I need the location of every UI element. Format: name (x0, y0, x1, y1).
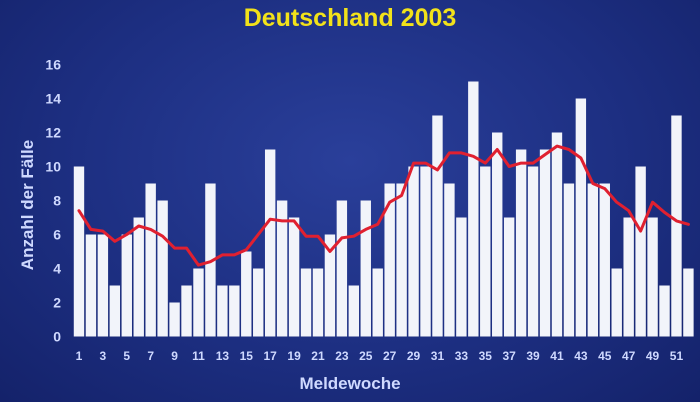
x-tick-label: 3 (100, 349, 107, 363)
bar-week-41 (551, 132, 563, 337)
x-tick-label: 37 (503, 349, 517, 363)
bar-week-9 (169, 302, 180, 337)
x-tick-label: 5 (123, 349, 130, 363)
bar-week-48 (635, 166, 646, 337)
bar-week-25 (360, 200, 371, 337)
bar-week-40 (539, 149, 551, 337)
bar-week-7 (145, 183, 156, 337)
bar-week-42 (563, 183, 575, 337)
x-tick-label: 29 (407, 349, 421, 363)
bar-week-14 (229, 285, 240, 337)
bar-week-43 (575, 98, 587, 337)
bar-week-33 (456, 217, 467, 337)
y-tick-label: 8 (53, 193, 61, 209)
x-tick-label: 41 (550, 349, 564, 363)
x-tick-label: 25 (359, 349, 373, 363)
x-tick-label: 21 (311, 349, 325, 363)
bar-week-6 (133, 217, 144, 337)
x-tick-label: 13 (216, 349, 230, 363)
x-tick-label: 17 (264, 349, 278, 363)
bar-week-10 (181, 285, 192, 337)
y-axis-ticks: 0 2 4 6 8 10 12 14 16 (45, 57, 61, 345)
bar-week-52 (683, 268, 694, 337)
bar-week-46 (611, 268, 622, 337)
y-tick-label: 6 (53, 227, 61, 243)
bar-week-17 (264, 149, 276, 337)
x-tick-label: 47 (622, 349, 636, 363)
bar-week-38 (515, 149, 527, 337)
bar-week-30 (420, 166, 431, 337)
bar-week-32 (444, 183, 455, 337)
y-tick-label: 0 (53, 329, 61, 345)
x-tick-label: 23 (335, 349, 349, 363)
x-tick-label: 35 (479, 349, 493, 363)
x-tick-label: 9 (171, 349, 178, 363)
bar-week-26 (372, 268, 383, 337)
bar-week-51 (671, 115, 682, 337)
bar-week-11 (193, 268, 204, 337)
x-tick-label: 49 (646, 349, 660, 363)
bar-week-21 (312, 268, 324, 337)
trend-line (77, 144, 690, 267)
bar-week-31 (432, 115, 443, 337)
bar-week-13 (217, 285, 228, 337)
x-tick-label: 11 (192, 349, 205, 363)
bar-week-44 (587, 183, 599, 337)
x-tick-label: 43 (574, 349, 588, 363)
bar-week-35 (480, 166, 491, 337)
bar-week-47 (623, 217, 634, 337)
bar-week-49 (647, 217, 658, 337)
bar-week-22 (324, 234, 336, 337)
bar-week-18 (276, 200, 288, 337)
x-tick-label: 7 (147, 349, 154, 363)
x-tick-label: 39 (526, 349, 540, 363)
bar-week-36 (492, 132, 503, 337)
bar-week-5 (121, 234, 132, 337)
y-tick-label: 4 (53, 261, 61, 277)
x-tick-label: 1 (76, 349, 83, 363)
bar-week-15 (241, 251, 252, 337)
bar-week-20 (300, 268, 312, 337)
bar-week-8 (157, 200, 168, 337)
x-tick-label: 27 (383, 349, 397, 363)
bar-week-23 (336, 200, 348, 337)
bar-week-45 (599, 183, 610, 337)
bar-week-4 (109, 285, 121, 337)
chart-title: Deutschland 2003 (243, 4, 457, 32)
bar-week-28 (396, 183, 407, 337)
bar-week-2 (85, 234, 97, 337)
y-tick-label: 14 (45, 91, 61, 107)
bar-week-3 (97, 234, 109, 337)
bar-week-37 (503, 217, 515, 337)
x-tick-label: 33 (455, 349, 469, 363)
bar-week-50 (659, 285, 670, 337)
bar-week-24 (348, 285, 360, 337)
x-tick-label: 45 (598, 349, 612, 363)
x-axis-ticks: 1 3 5 7 9 11 13 15 17 19 21 23 25 27 29 31 33 35 37 39 41 43 4… (76, 349, 684, 363)
x-tick-label: 31 (431, 349, 445, 363)
x-tick-label: 15 (240, 349, 254, 363)
y-tick-label: 2 (53, 295, 61, 311)
x-tick-label: 51 (670, 349, 684, 363)
bar-week-34 (468, 81, 479, 337)
bar-series (73, 81, 694, 337)
y-tick-label: 16 (45, 57, 61, 73)
x-tick-label: 19 (287, 349, 301, 363)
y-tick-label: 10 (45, 159, 61, 175)
bar-week-39 (527, 166, 539, 337)
bar-week-19 (288, 217, 300, 337)
x-axis-label: Meldewoche (299, 374, 401, 393)
bar-week-16 (253, 268, 264, 337)
bar-week-1 (73, 166, 85, 337)
bar-week-27 (384, 183, 395, 337)
bar-week-29 (408, 166, 419, 337)
y-tick-label: 12 (45, 125, 61, 141)
